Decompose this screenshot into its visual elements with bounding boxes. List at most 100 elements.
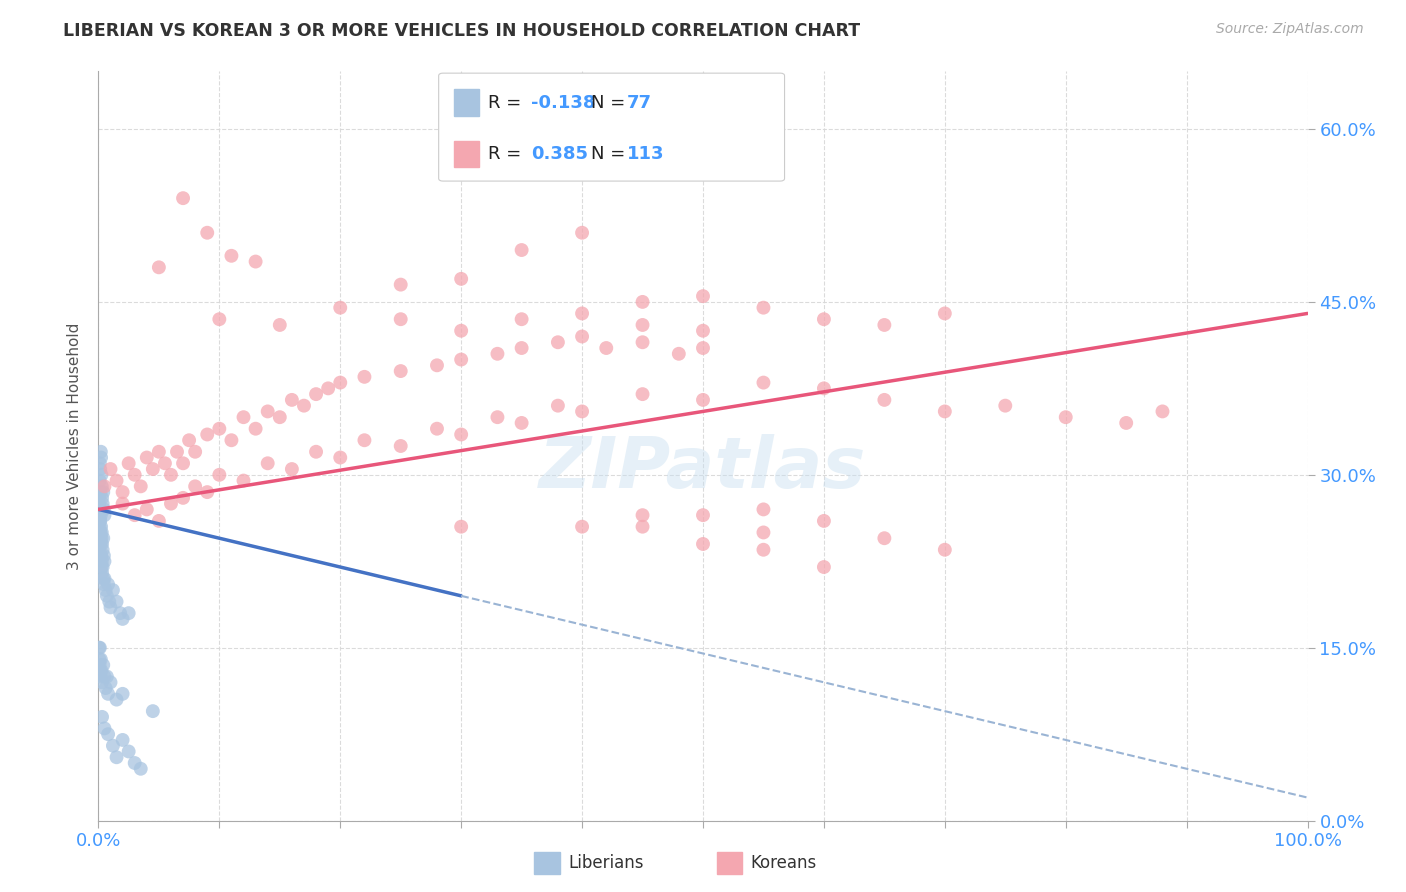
- Point: [89, 525, 111, 540]
- Point: [256, 456, 278, 470]
- Point: [873, 531, 896, 545]
- Point: [94, 583, 117, 598]
- Point: [692, 392, 714, 407]
- Point: [93, 572, 115, 586]
- Point: [281, 392, 304, 407]
- Point: [450, 352, 472, 367]
- Point: [90, 519, 112, 533]
- Point: [91, 675, 114, 690]
- Point: [752, 301, 775, 315]
- Point: [329, 450, 352, 465]
- Point: [93, 554, 115, 568]
- Point: [329, 376, 352, 390]
- Point: [91, 497, 114, 511]
- Point: [148, 514, 170, 528]
- Text: 77: 77: [627, 94, 652, 112]
- Point: [692, 289, 714, 303]
- Point: [631, 294, 654, 309]
- Point: [111, 497, 134, 511]
- Point: [90, 450, 112, 465]
- Point: [389, 364, 412, 378]
- Point: [547, 399, 569, 413]
- Point: [89, 519, 111, 533]
- Point: [90, 554, 112, 568]
- Point: [89, 462, 111, 476]
- Text: 113: 113: [627, 145, 665, 163]
- Point: [752, 502, 775, 516]
- Point: [91, 537, 114, 551]
- Point: [89, 508, 111, 523]
- Point: [692, 508, 714, 523]
- Point: [93, 549, 115, 563]
- Text: Koreans: Koreans: [751, 855, 817, 872]
- Point: [510, 341, 533, 355]
- Point: [89, 514, 111, 528]
- Point: [631, 318, 654, 332]
- Point: [450, 324, 472, 338]
- Point: [510, 312, 533, 326]
- Point: [148, 260, 170, 275]
- Point: [195, 226, 218, 240]
- Point: [105, 750, 128, 764]
- Point: [91, 491, 114, 505]
- Point: [89, 531, 111, 545]
- Point: [994, 399, 1017, 413]
- Point: [450, 519, 472, 533]
- Point: [1115, 416, 1137, 430]
- Point: [813, 312, 835, 326]
- Text: R =: R =: [488, 94, 527, 112]
- Point: [221, 434, 243, 448]
- Point: [135, 502, 157, 516]
- Text: N =: N =: [591, 94, 630, 112]
- Point: [292, 399, 315, 413]
- Point: [90, 485, 112, 500]
- Point: [101, 739, 124, 753]
- Point: [93, 508, 115, 523]
- Point: [934, 404, 956, 418]
- Point: [90, 525, 112, 540]
- Point: [934, 306, 956, 320]
- Text: 0.385: 0.385: [531, 145, 589, 163]
- Point: [90, 479, 112, 493]
- Point: [353, 369, 375, 384]
- Point: [87, 497, 110, 511]
- Point: [873, 318, 896, 332]
- Point: [89, 640, 111, 655]
- Point: [91, 485, 114, 500]
- Point: [221, 249, 243, 263]
- Point: [90, 508, 112, 523]
- Text: N =: N =: [591, 145, 630, 163]
- Point: [142, 704, 165, 718]
- Point: [89, 652, 111, 666]
- Point: [668, 347, 690, 361]
- Point: [142, 462, 165, 476]
- Text: Source: ZipAtlas.com: Source: ZipAtlas.com: [1216, 22, 1364, 37]
- Point: [91, 572, 114, 586]
- Point: [129, 479, 152, 493]
- Y-axis label: 3 or more Vehicles in Household: 3 or more Vehicles in Household: [67, 322, 83, 570]
- Point: [571, 306, 593, 320]
- Point: [90, 669, 112, 683]
- Point: [631, 335, 654, 350]
- Point: [1054, 410, 1077, 425]
- Point: [90, 537, 112, 551]
- Point: [692, 341, 714, 355]
- Point: [87, 514, 110, 528]
- Point: [692, 537, 714, 551]
- Point: [91, 560, 114, 574]
- Point: [873, 392, 896, 407]
- Point: [571, 404, 593, 418]
- Point: [98, 594, 121, 608]
- Point: [208, 312, 231, 326]
- Point: [389, 439, 412, 453]
- Point: [148, 444, 170, 458]
- Point: [118, 744, 141, 758]
- Point: [89, 658, 111, 673]
- Point: [813, 381, 835, 395]
- Point: [305, 444, 328, 458]
- Point: [89, 664, 111, 678]
- Point: [208, 422, 231, 436]
- Point: [510, 416, 533, 430]
- Point: [100, 600, 122, 615]
- Point: [547, 335, 569, 350]
